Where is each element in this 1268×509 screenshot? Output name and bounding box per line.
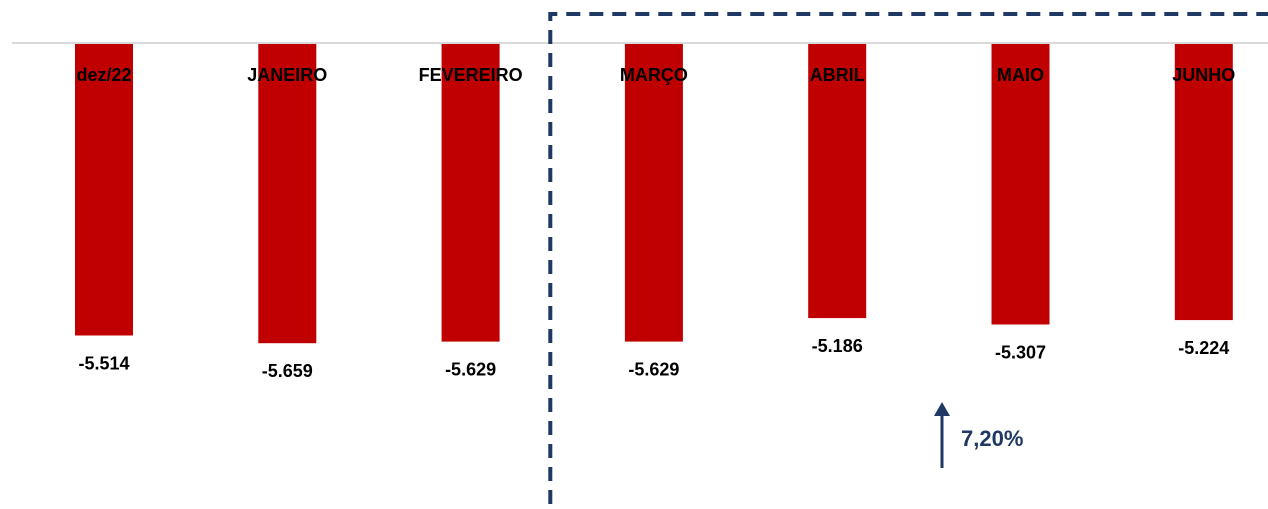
bar-janeiro — [258, 43, 317, 344]
category-label: ABRIL — [810, 65, 865, 85]
bar-fevereiro — [441, 43, 500, 342]
category-label: JANEIRO — [247, 65, 327, 85]
value-label: -5.186 — [812, 336, 863, 356]
bar-junho — [1174, 43, 1233, 321]
value-label: -5.307 — [995, 343, 1046, 363]
value-label: -5.659 — [262, 361, 313, 381]
category-label: JUNHO — [1172, 65, 1235, 85]
value-labels: -5.514 -5.659 -5.629 -5.629 -5.186 -5.307 -5.2… — [78, 336, 1229, 381]
value-label: -5.224 — [1178, 338, 1229, 358]
category-label: FEVEREIRO — [419, 65, 523, 85]
bars-layer — [75, 43, 1233, 344]
bar-abril — [808, 43, 867, 319]
category-label: MARÇO — [620, 65, 688, 85]
value-label: -5.629 — [445, 360, 496, 380]
up-arrow-icon — [934, 402, 950, 416]
category-labels: dez/22 JANEIRO FEVEREIRO MARÇO ABRIL MAIO JUNH… — [76, 65, 1235, 85]
category-label: MAIO — [997, 65, 1044, 85]
value-label: -5.514 — [78, 354, 129, 374]
value-label: -5.629 — [628, 360, 679, 380]
growth-annotation-text: 7,20% — [961, 426, 1023, 451]
growth-annotation: 7,20% — [934, 402, 1023, 468]
highlight-region-border — [548, 12, 1268, 504]
bar-mar-o — [624, 43, 683, 342]
bar-dez-22 — [75, 43, 133, 336]
bar-maio — [991, 43, 1050, 325]
category-label: dez/22 — [76, 65, 131, 85]
